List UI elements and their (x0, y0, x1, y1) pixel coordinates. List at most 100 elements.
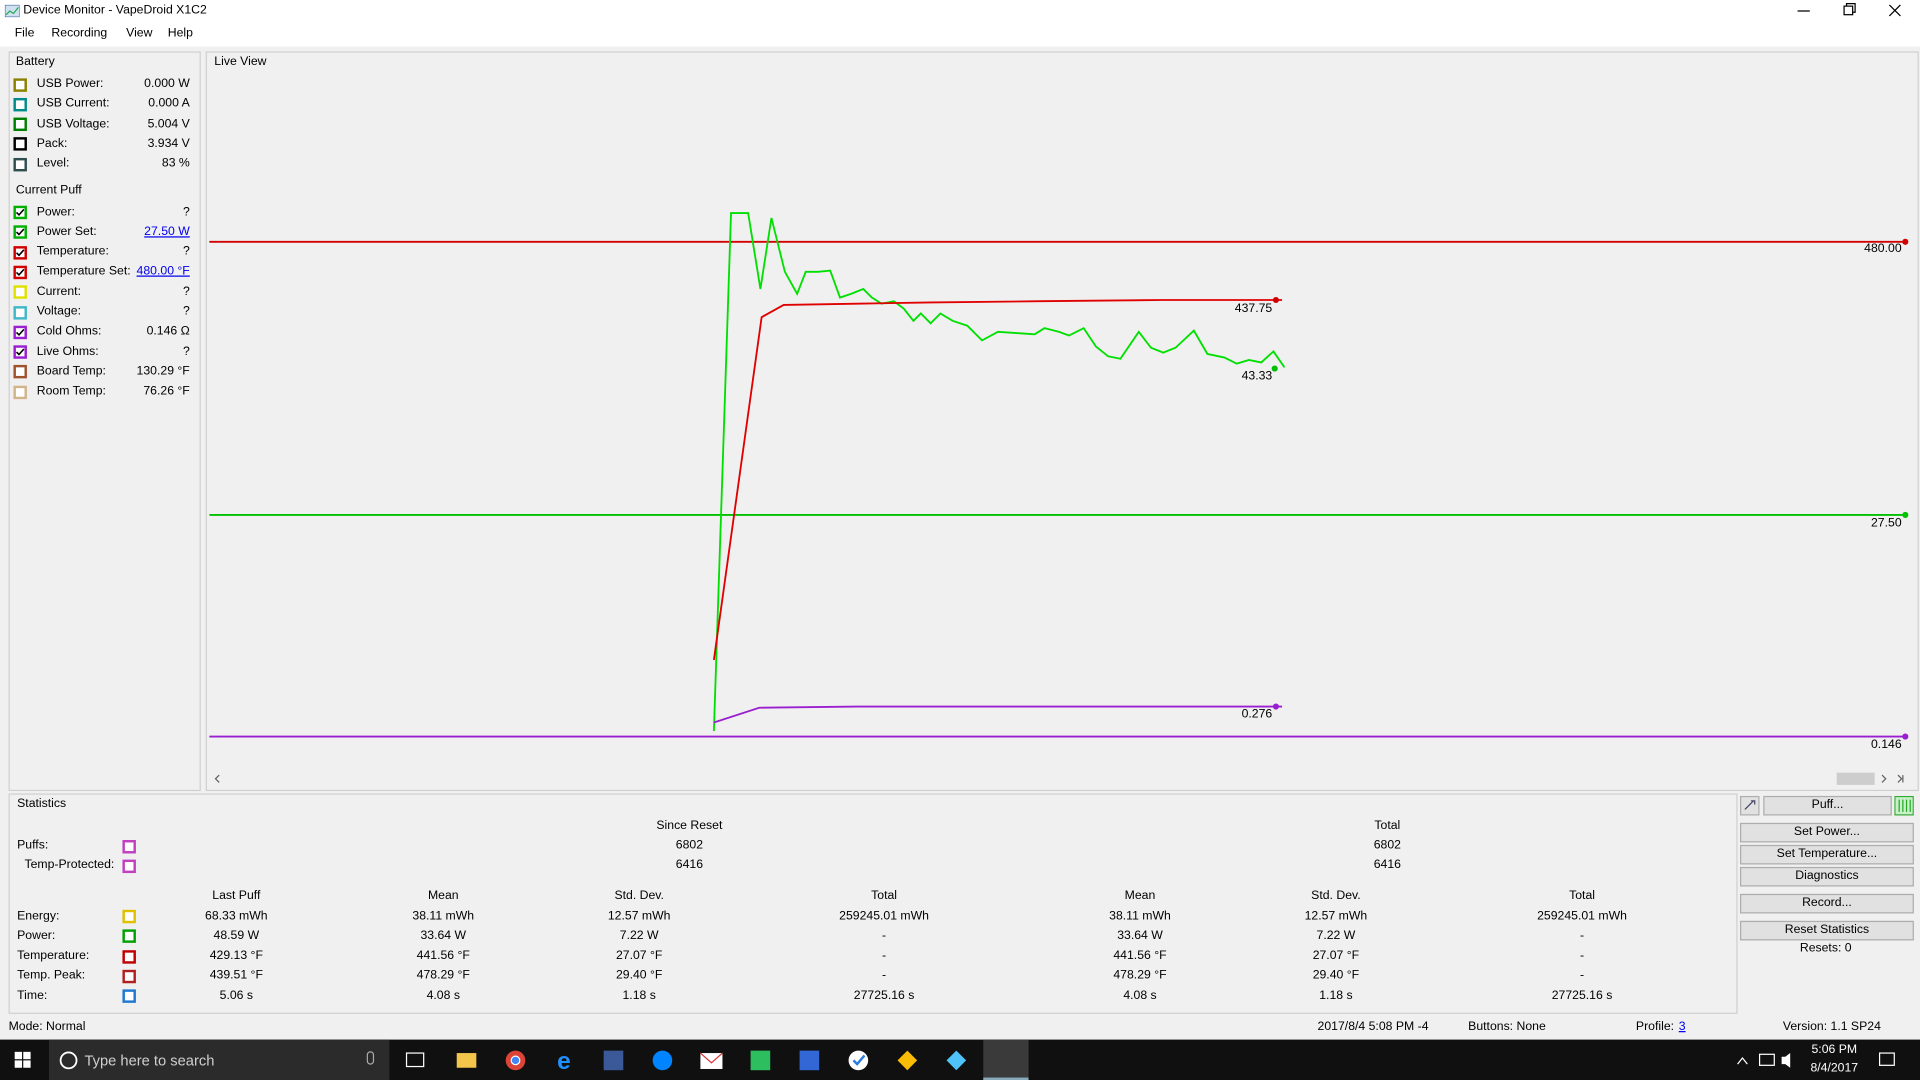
check-mark (15, 228, 25, 237)
todo-icon[interactable] (848, 1050, 869, 1071)
checkbox[interactable] (13, 305, 27, 319)
graph-icon[interactable] (1894, 795, 1914, 816)
live-ohms-trace (713, 705, 1283, 724)
field-link[interactable]: 27.50 W (144, 225, 190, 239)
field-value: 0.146 Ω (146, 324, 190, 339)
field-label: USB Power: (36, 77, 104, 91)
field-label: USB Current: (36, 97, 110, 111)
button[interactable]: Record... (1740, 893, 1914, 914)
search-box[interactable] (48, 1039, 390, 1080)
window-title: Device Monitor - VapeDroid X1C2 (23, 3, 207, 18)
line-end-dot (1272, 296, 1279, 304)
checkbox[interactable] (13, 345, 27, 359)
window-controls[interactable] (1788, 0, 1920, 22)
search-placeholder: Type here to search (84, 1051, 215, 1069)
line-end-dot (1272, 703, 1279, 710)
checkbox[interactable] (13, 205, 27, 220)
scroll-end[interactable] (1897, 774, 1903, 783)
facebook-icon[interactable] (603, 1050, 624, 1071)
stat-value: 38.11 mWh (412, 909, 475, 923)
checkbox[interactable] (122, 929, 136, 944)
menu-item[interactable]: File (14, 26, 35, 41)
check-mark (15, 248, 25, 256)
button[interactable]: Set Temperature... (1740, 844, 1914, 865)
stat-value: 6416 (675, 858, 704, 873)
button[interactable]: Reset Statistics (1740, 920, 1914, 941)
checkbox[interactable] (122, 909, 136, 924)
checkbox[interactable] (122, 949, 136, 964)
stat-value: 259245.01 mWh (1537, 909, 1627, 923)
button[interactable]: Diagnostics (1740, 866, 1914, 887)
stat-value: 478.29 °F (416, 969, 470, 983)
stat-value: 441.56 °F (416, 949, 470, 963)
checkbox[interactable] (122, 839, 136, 853)
field-label: Temperature Set: (36, 264, 131, 279)
explorer-icon[interactable] (456, 1053, 477, 1068)
volume-icon[interactable] (1781, 1053, 1791, 1068)
scrollbar[interactable] (209, 771, 1912, 787)
stat-value: - (882, 969, 887, 983)
checkbox[interactable] (13, 157, 27, 172)
evernote-icon[interactable] (750, 1050, 771, 1071)
checkbox[interactable] (13, 285, 27, 300)
clock-time: 5:06 PM (1811, 1043, 1858, 1057)
field-value: 0.000 W (144, 77, 190, 91)
photos-icon[interactable] (897, 1050, 918, 1071)
checkbox[interactable] (122, 859, 136, 873)
status-profile-label: Profile: (1635, 1020, 1675, 1034)
scroll-right[interactable] (1881, 774, 1887, 783)
checkbox[interactable] (122, 989, 136, 1004)
start-button[interactable] (14, 1051, 31, 1068)
checkbox[interactable] (122, 969, 136, 984)
checkbox[interactable] (13, 117, 27, 132)
button[interactable]: Set Power... (1740, 822, 1914, 843)
checkbox[interactable] (13, 245, 27, 260)
stat-value: 33.64 W (1117, 929, 1163, 943)
scroll-left[interactable] (214, 774, 220, 783)
status-profile[interactable]: 3 (1678, 1020, 1686, 1034)
calendar-icon[interactable] (799, 1050, 820, 1071)
field-value: ? (182, 344, 190, 359)
checkbox[interactable] (13, 385, 27, 399)
field-value: 3.934 V (147, 137, 190, 151)
column-header: Total (1569, 888, 1595, 903)
checkbox[interactable] (13, 265, 27, 280)
button[interactable]: Puff... (1763, 795, 1892, 816)
stat-label: Power: (17, 929, 56, 943)
menu-item[interactable]: Recording (51, 26, 108, 41)
column-header: Std. Dev. (1311, 888, 1361, 903)
line-end-dot (1902, 733, 1909, 740)
mail-icon[interactable] (700, 1053, 723, 1069)
field-label: Cold Ohms: (36, 324, 102, 339)
stat-value: 68.33 mWh (205, 909, 268, 923)
menu-item[interactable]: Help (167, 26, 193, 41)
notifications-icon[interactable] (1878, 1052, 1895, 1066)
checkbox[interactable] (13, 77, 27, 92)
active-app[interactable] (983, 1039, 1029, 1080)
checkbox[interactable] (13, 225, 27, 240)
stat-label: Temperature: (17, 949, 90, 963)
menu-item[interactable]: View (126, 26, 153, 41)
field-label: Pack: (36, 137, 68, 151)
checkbox[interactable] (13, 137, 27, 152)
stat-value: 12.57 mWh (607, 909, 671, 923)
messenger-icon[interactable] (652, 1050, 673, 1071)
kodi-icon[interactable] (946, 1050, 967, 1071)
checkbox[interactable] (13, 325, 27, 339)
stat-value: 29.40 °F (615, 969, 663, 983)
checkbox[interactable] (13, 97, 27, 112)
app-icon (4, 4, 20, 18)
stat-value: 5.06 s (219, 989, 254, 1003)
network-icon[interactable] (1758, 1053, 1775, 1066)
tool-icon[interactable] (1740, 795, 1760, 816)
field-link[interactable]: 480.00 °F (136, 264, 190, 279)
checkbox[interactable] (13, 365, 27, 379)
edge-icon[interactable]: e (557, 1048, 571, 1075)
task-view[interactable] (405, 1052, 425, 1068)
check-mark (15, 328, 25, 336)
live-view-title: Live View (214, 55, 267, 69)
scroll-thumb[interactable] (1836, 772, 1875, 785)
